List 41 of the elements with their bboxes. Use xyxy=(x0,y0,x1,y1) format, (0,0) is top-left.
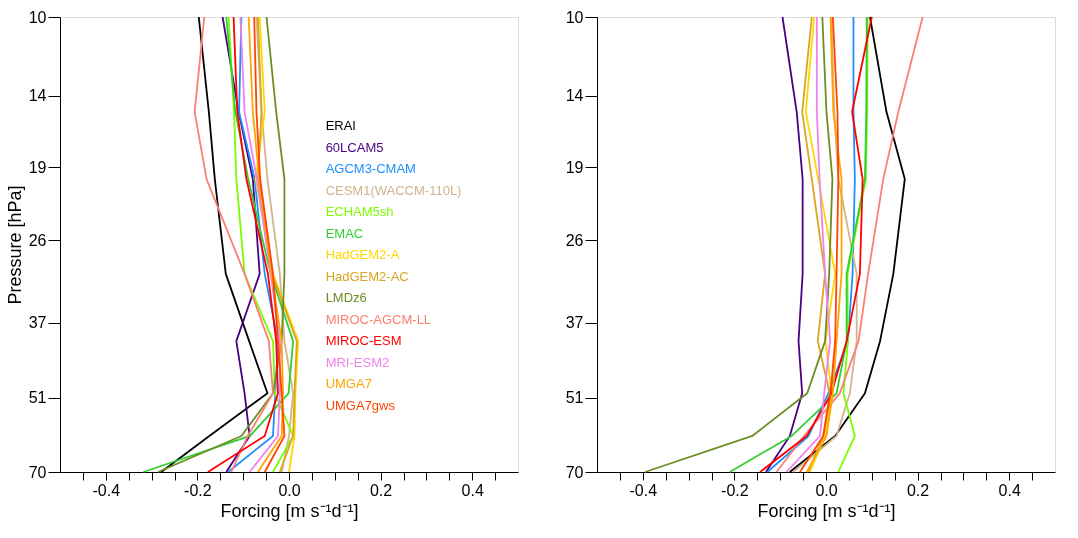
x-tick-label: -0.2 xyxy=(184,481,212,499)
x-tick-label: -0.2 xyxy=(721,481,749,499)
text: HadGEM2-AC xyxy=(325,268,409,284)
text: ECHAM5sh xyxy=(325,204,394,220)
y-tick-label: 70 xyxy=(565,463,584,481)
x-tick-label: 0.0 xyxy=(815,481,838,499)
text: 60LCAM5 xyxy=(325,139,384,155)
y-tick-label: 51 xyxy=(28,389,47,407)
x-tick-label: 0.2 xyxy=(369,481,393,499)
y-axis-title: Pressure [hPa] xyxy=(4,185,25,305)
y-tick-label: 19 xyxy=(565,158,584,176)
x-tick-label: -0.4 xyxy=(629,481,658,499)
y-tick-label: 26 xyxy=(565,231,584,249)
y-tick-label: 19 xyxy=(28,158,47,176)
x-tick-label: 0.0 xyxy=(278,481,301,499)
x-tick-label: 0.4 xyxy=(461,481,484,499)
text: MIROC-AGCM-LL xyxy=(325,311,432,327)
y-tick-label: 10 xyxy=(28,8,47,26)
y-tick-label: 10 xyxy=(565,8,584,26)
text: AGCM3-CMAM xyxy=(325,161,416,177)
y-tick-label: 37 xyxy=(28,314,47,332)
x-tick-label: -0.4 xyxy=(92,481,121,499)
text: MIROC-ESM xyxy=(325,333,402,349)
text: CESM1(WACCM-110L) xyxy=(325,182,462,198)
text: ERAI xyxy=(325,118,356,134)
x-axis-title: Forcing [m s⁻¹d⁻¹] xyxy=(220,500,359,521)
text: UMGA7 xyxy=(325,376,372,392)
y-tick-label: 51 xyxy=(565,389,584,407)
y-tick-label: 14 xyxy=(565,87,584,105)
x-tick-label: 0.2 xyxy=(906,481,930,499)
y-tick-label: 37 xyxy=(565,314,584,332)
y-tick-label: 26 xyxy=(28,231,47,249)
text: HadGEM2-A xyxy=(325,247,400,263)
y-tick-label: 70 xyxy=(28,463,47,481)
text: UMGA7gws xyxy=(325,397,396,413)
y-tick-label: 14 xyxy=(28,87,47,105)
text: MRI-ESM2 xyxy=(325,354,390,370)
x-tick-label: 0.4 xyxy=(998,481,1021,499)
text: EMAC xyxy=(325,225,364,241)
text: LMDz6 xyxy=(325,290,367,306)
x-axis-title: Forcing [m s⁻¹d⁻¹] xyxy=(757,500,896,521)
